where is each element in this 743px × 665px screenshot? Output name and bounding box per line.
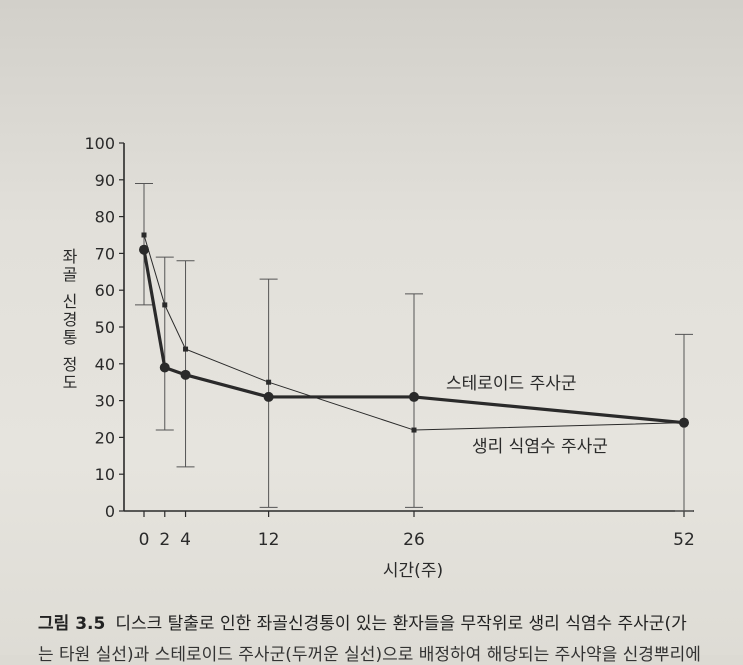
point-saline: [411, 427, 417, 433]
point-steroid: [263, 391, 274, 402]
point-steroid: [679, 417, 689, 428]
y-tick-label: 30: [95, 392, 115, 411]
y-tick-label: 10: [95, 465, 115, 484]
series-label-steroid: 스테로이드 주사군: [446, 374, 577, 394]
point-steroid: [159, 362, 170, 373]
x-tick-label: 52: [673, 530, 695, 550]
point-saline: [141, 232, 147, 238]
y-axis-label-char: 좌: [63, 247, 78, 266]
y-tick-label: 60: [95, 281, 115, 300]
figure-caption: 그림 3.5 디스크 탈출로 인한 좌골신경통이 있는 환자들을 무작위로 생리 …: [38, 610, 738, 638]
series-line-steroid: [142, 249, 685, 425]
point-steroid: [409, 391, 419, 402]
y-axis-label-char: 도: [63, 373, 78, 392]
y-axis-label-char: 정: [63, 355, 78, 374]
x-tick-label: 4: [180, 530, 191, 550]
y-tick-label: 0: [105, 502, 115, 521]
y-tick-label: 90: [95, 171, 115, 190]
y-tick-label: 50: [95, 318, 115, 337]
point-steroid: [180, 369, 191, 380]
x-tick-label: 2: [159, 530, 170, 550]
y-axis-label-char: 골: [63, 265, 78, 284]
series-label-saline: 생리 식염수 주사군: [472, 437, 608, 457]
series-line-saline: [143, 234, 685, 431]
caption-text: 디스크 탈출로 인한 좌골신경통이 있는 환자들을 무작위로 생리 식염수 주사…: [115, 614, 687, 634]
caption-continuation: 는 타원 실선)과 스테로이드 주사군(두꺼운 실선)으로 배정하여 해당되는 …: [38, 645, 701, 665]
x-tick-label: 0: [139, 530, 150, 550]
y-axis-label-char: 통: [63, 328, 78, 347]
y-tick-label: 20: [95, 428, 115, 447]
x-axis-label: 시간(주): [383, 561, 443, 581]
point-saline: [162, 302, 168, 308]
figure-label: 그림 3.5: [38, 614, 106, 634]
x-tick-label: 12: [258, 530, 280, 550]
y-tick-label: 80: [95, 208, 115, 227]
x-tick-label: 26: [403, 530, 425, 550]
point-saline: [183, 346, 189, 352]
y-tick-label: 40: [95, 355, 115, 374]
point-saline: [266, 379, 272, 385]
y-tick-label: 70: [95, 244, 115, 263]
y-axis-label-char: 신: [63, 292, 78, 311]
y-axis-label-char: 경: [63, 310, 78, 329]
y-tick-label: 100: [84, 134, 115, 153]
point-steroid: [139, 244, 149, 255]
